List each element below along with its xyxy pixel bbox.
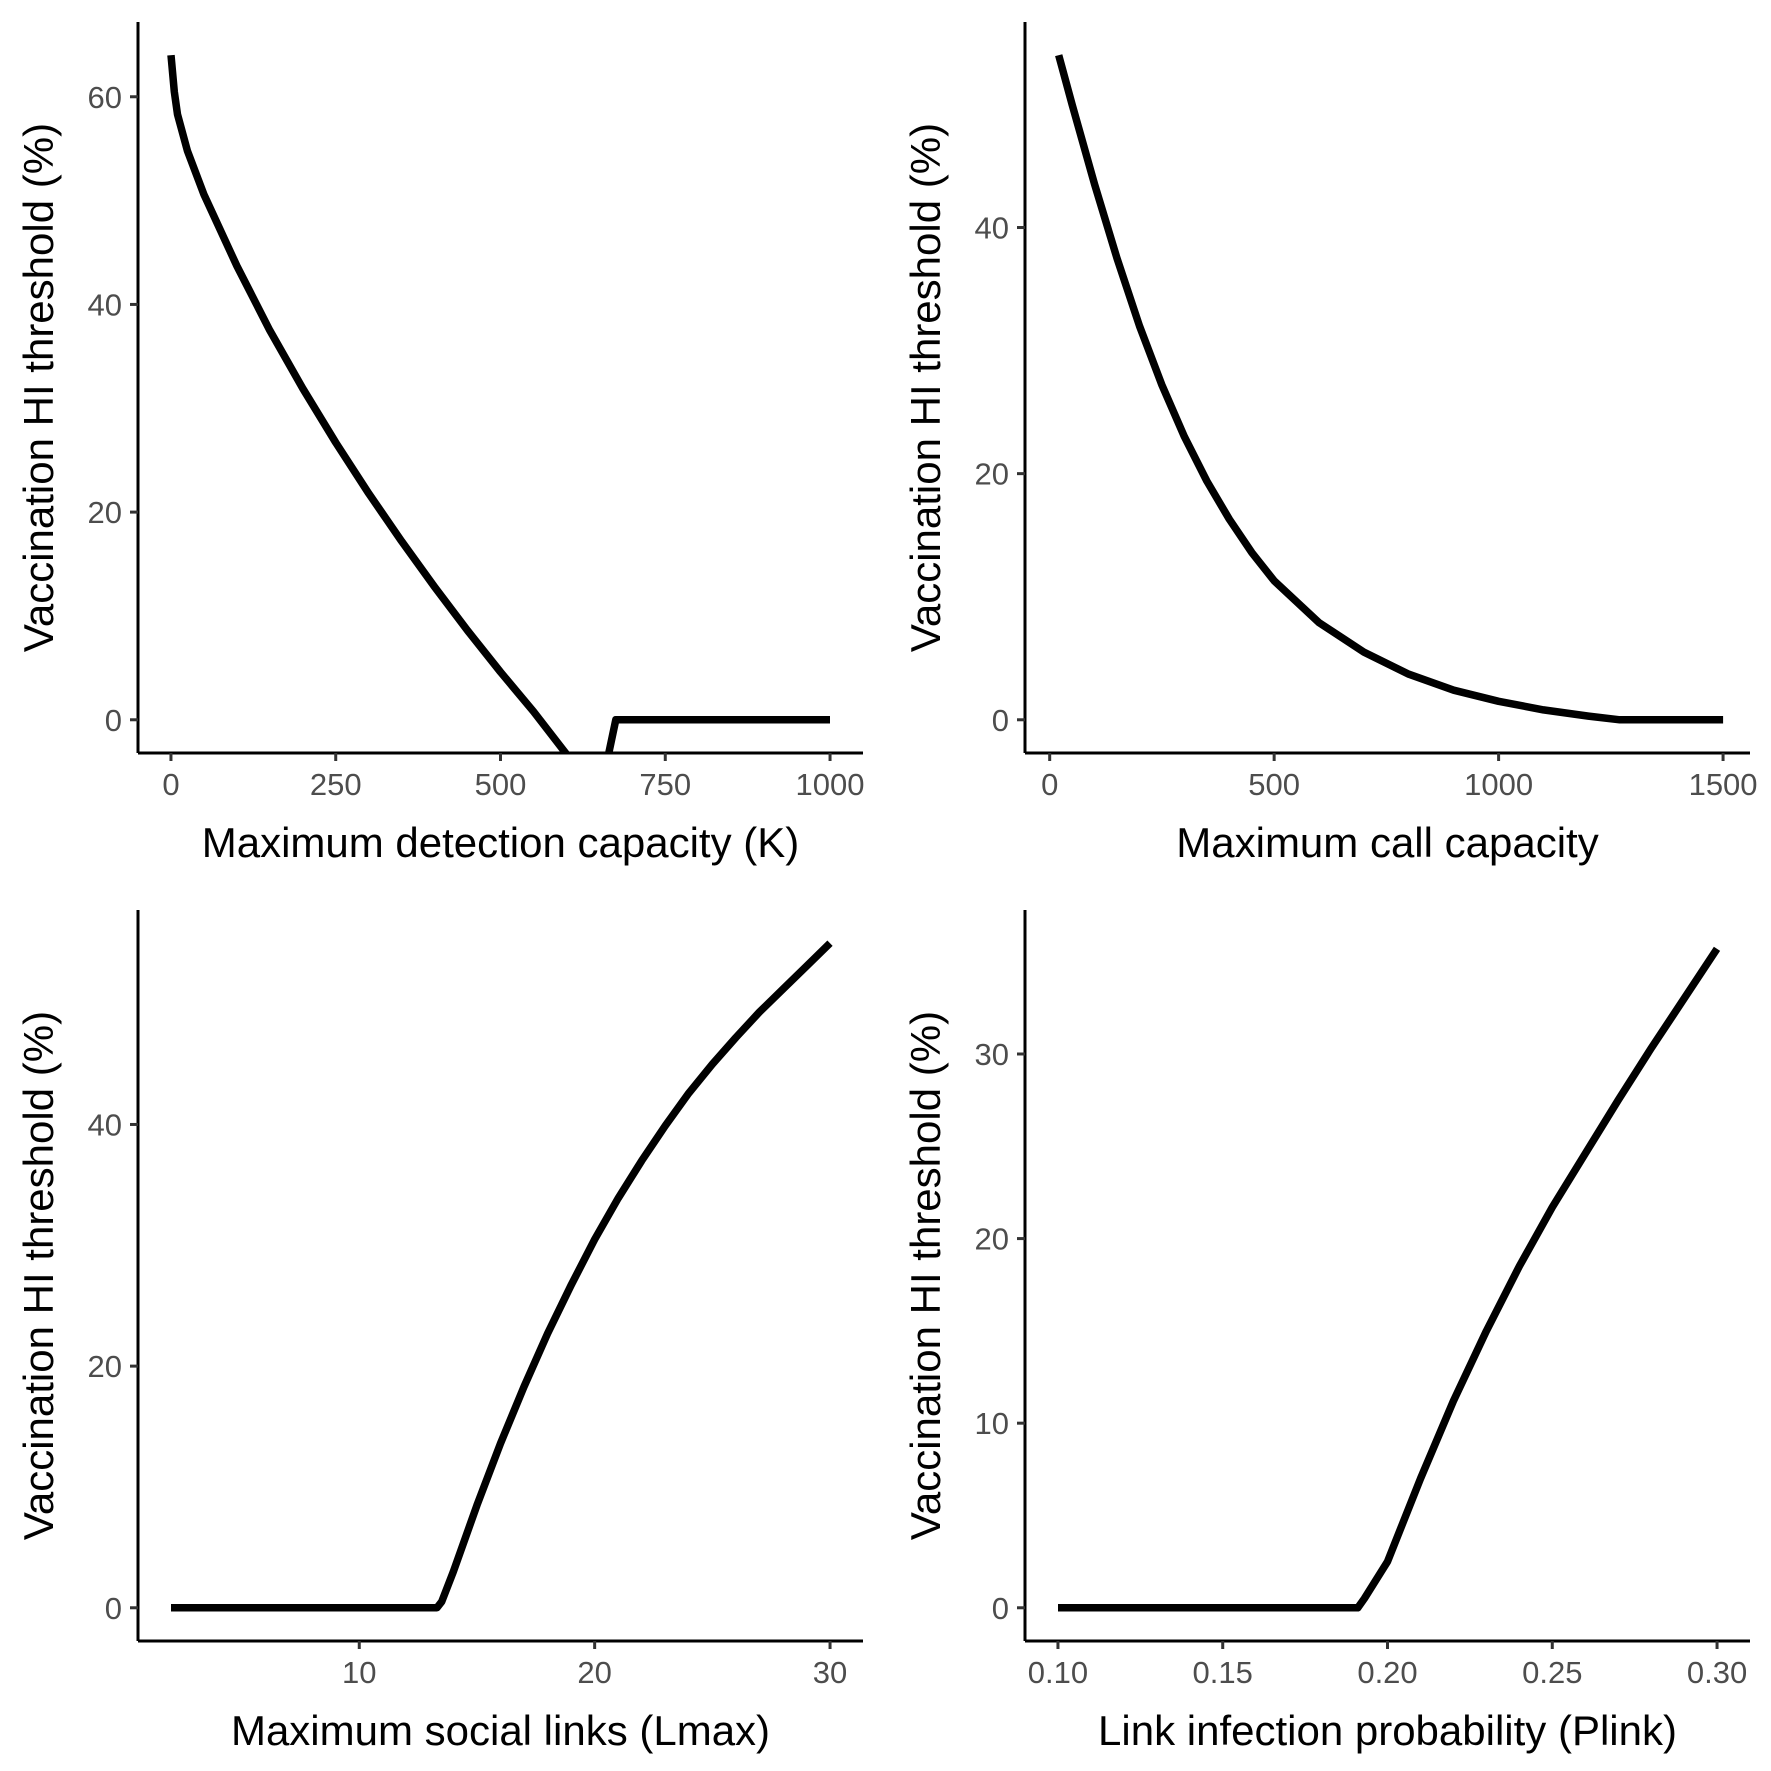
x-tick-label: 1000 <box>1464 767 1533 802</box>
x-tick-label: 250 <box>310 767 362 802</box>
x-tick-label: 0.30 <box>1687 1655 1747 1690</box>
y-tick-label: 20 <box>975 1222 1009 1257</box>
x-axis-title: Maximum social links (Lmax) <box>231 1707 770 1754</box>
panel-detection-capacity: 0 250 500 750 1000 0 20 40 60 Maximum detection … <box>15 22 865 866</box>
y-tick-label: 0 <box>105 1591 122 1626</box>
y-tick-label: 40 <box>88 287 122 322</box>
y-axis-title: Vaccination HI threshold (%) <box>15 1011 62 1540</box>
y-tick-label: 0 <box>105 703 122 738</box>
panel-link-infection-probability: 0.10 0.15 0.20 0.25 0.30 0 10 20 30 Link infecti… <box>902 910 1750 1754</box>
y-tick-label: 60 <box>88 80 122 115</box>
x-tick-label: 30 <box>813 1655 847 1690</box>
series-line-0 <box>171 940 833 1612</box>
x-tick-label: 0 <box>1041 767 1058 802</box>
y-tick-label: 40 <box>975 211 1009 246</box>
x-axis-title: Maximum detection capacity (K) <box>202 819 800 866</box>
y-tick-label: 20 <box>88 495 122 530</box>
series-line-0 <box>167 54 830 753</box>
y-axis-title: Vaccination HI threshold (%) <box>902 1011 949 1540</box>
x-tick-label: 0.20 <box>1357 1655 1417 1690</box>
x-axis-title: Maximum call capacity <box>1176 819 1598 866</box>
series-line-0 <box>1058 946 1721 1612</box>
y-tick-label: 0 <box>992 1591 1009 1626</box>
x-tick-label: 1000 <box>796 767 865 802</box>
y-tick-label: 20 <box>975 457 1009 492</box>
x-tick-label: 1500 <box>1689 767 1758 802</box>
x-tick-label: 750 <box>639 767 691 802</box>
y-tick-label: 0 <box>992 703 1009 738</box>
x-tick-label: 10 <box>342 1655 376 1690</box>
x-tick-label: 0 <box>162 767 179 802</box>
x-tick-label: 500 <box>475 767 527 802</box>
y-tick-label: 30 <box>975 1037 1009 1072</box>
x-tick-label: 0.10 <box>1028 1655 1088 1690</box>
y-axis-title: Vaccination HI threshold (%) <box>902 123 949 652</box>
y-tick-label: 10 <box>975 1406 1009 1441</box>
x-tick-label: 20 <box>577 1655 611 1690</box>
x-tick-label: 500 <box>1248 767 1300 802</box>
x-tick-label: 0.15 <box>1193 1655 1253 1690</box>
y-axis-title: Vaccination HI threshold (%) <box>15 123 62 652</box>
y-tick-label: 20 <box>88 1349 122 1384</box>
x-axis-title: Link infection probability (Plink) <box>1098 1707 1677 1754</box>
x-tick-label: 0.25 <box>1522 1655 1582 1690</box>
y-tick-label: 40 <box>88 1107 122 1142</box>
series-line-0 <box>1055 54 1724 724</box>
